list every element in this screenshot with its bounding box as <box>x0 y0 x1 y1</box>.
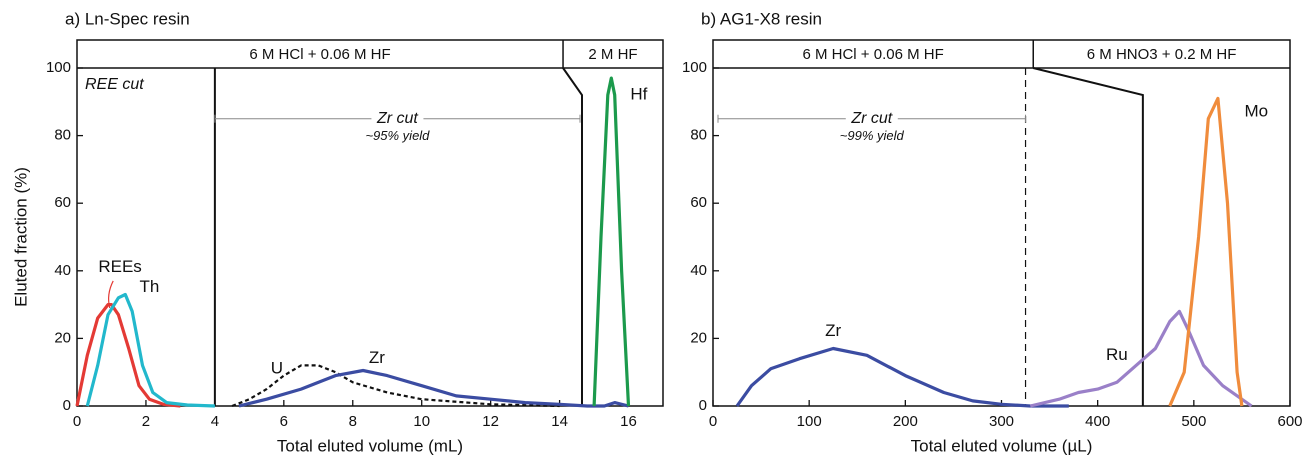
series-label: Mo <box>1245 101 1269 120</box>
cut-boundary <box>1032 67 1144 406</box>
series-label: U <box>271 358 283 377</box>
series-label: Ru <box>1106 345 1128 364</box>
series-line <box>1168 96 1244 407</box>
x-tick-label: 300 <box>989 413 1014 430</box>
region-label: 2 M HF <box>588 46 637 63</box>
series-line <box>735 346 1069 408</box>
region-label: 6 M HNO3 + 0.2 M HF <box>1087 46 1237 63</box>
y-tick-label: 0 <box>699 397 707 414</box>
x-tick-label: 600 <box>1277 413 1302 430</box>
y-tick-label: 60 <box>54 194 71 211</box>
cut-label: Zr cut <box>376 110 418 127</box>
x-axis-label: Total eluted volume (mL) <box>277 436 463 455</box>
x-tick-label: 0 <box>709 413 717 430</box>
x-tick-label: 400 <box>1085 413 1110 430</box>
y-tick-label: 40 <box>54 262 71 279</box>
x-tick-label: 500 <box>1181 413 1206 430</box>
x-tick-label: 12 <box>482 413 499 430</box>
x-tick-label: 2 <box>142 413 150 430</box>
region-label: 6 M HCl + 0.06 M HF <box>249 46 390 63</box>
series-line <box>231 364 560 408</box>
series-label: Zr <box>825 321 841 340</box>
yield-label: ~95% yield <box>365 128 430 143</box>
y-tick-label: 100 <box>682 59 707 76</box>
series-label: REEs <box>98 257 141 276</box>
y-tick-label: 100 <box>46 59 71 76</box>
series-label: Th <box>139 277 159 296</box>
y-tick-label: 20 <box>54 329 71 346</box>
y-tick-label: 40 <box>690 262 707 279</box>
x-tick-label: 16 <box>620 413 637 430</box>
y-tick-label: 80 <box>690 127 707 144</box>
series-line <box>238 368 629 408</box>
series-label: Zr <box>369 348 385 367</box>
x-tick-label: 14 <box>551 413 568 430</box>
x-tick-label: 0 <box>73 413 81 430</box>
yield-label: ~99% yield <box>840 128 905 143</box>
series-line <box>592 76 631 407</box>
y-tick-label: 80 <box>54 127 71 144</box>
cut-boundary <box>562 67 583 406</box>
cut-label-bg <box>371 109 424 128</box>
series-label: Hf <box>630 85 647 104</box>
plot-frame <box>712 39 1291 407</box>
x-tick-label: 200 <box>893 413 918 430</box>
x-tick-label: 4 <box>211 413 219 430</box>
x-tick-label: 100 <box>797 413 822 430</box>
x-axis-label: Total eluted volume (µL) <box>911 436 1093 455</box>
series-line <box>85 292 215 408</box>
x-tick-label: 8 <box>349 413 357 430</box>
series-line <box>75 303 181 408</box>
x-tick-label: 6 <box>280 413 288 430</box>
y-axis-label: Eluted fraction (%) <box>11 167 30 307</box>
y-tick-label: 20 <box>690 329 707 346</box>
plot-frame <box>76 39 664 407</box>
y-tick-label: 60 <box>690 194 707 211</box>
series-line <box>1029 309 1253 408</box>
cut-label-bg <box>845 109 898 128</box>
region-label: 6 M HCl + 0.06 M HF <box>802 46 943 63</box>
x-tick-label: 10 <box>413 413 430 430</box>
leader-line <box>108 280 114 309</box>
y-tick-label: 0 <box>63 397 71 414</box>
cut-label: Zr cut <box>850 110 892 127</box>
cut-label: REE cut <box>85 76 144 93</box>
panel-title: b) AG1-X8 resin <box>701 9 822 28</box>
panel-title: a) Ln-Spec resin <box>65 9 190 28</box>
